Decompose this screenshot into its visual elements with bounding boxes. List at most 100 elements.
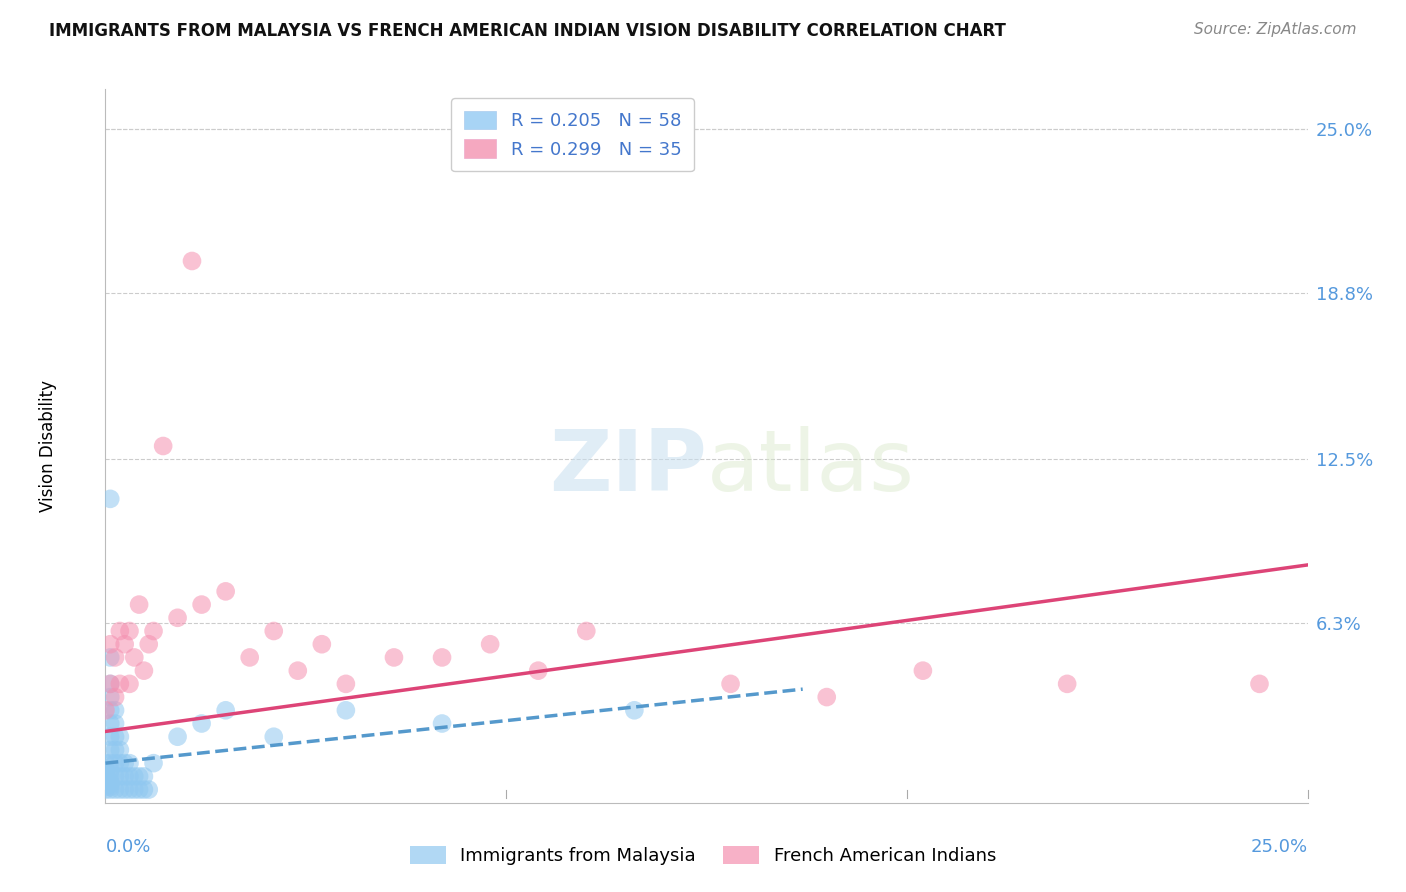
Point [166,611,188,625]
Point [94,777,117,791]
Point [190,598,212,612]
Text: IMMIGRANTS FROM MALAYSIA VS FRENCH AMERICAN INDIAN VISION DISABILITY CORRELATION: IMMIGRANTS FROM MALAYSIA VS FRENCH AMERI… [49,22,1007,40]
Point [128,598,150,612]
Point [98,780,121,794]
Point [94,774,117,789]
Point [108,756,131,771]
Point [124,782,146,797]
Point [104,703,127,717]
Point [214,703,236,717]
Point [142,624,165,638]
Point [815,690,838,704]
Point [190,716,212,731]
Point [108,782,131,797]
Point [166,730,188,744]
Point [94,772,117,786]
Point [1249,677,1271,691]
Text: 0.0%: 0.0% [105,838,150,856]
Point [108,730,131,744]
Point [335,677,357,691]
Point [118,782,141,797]
Point [114,782,136,797]
Point [430,650,453,665]
Point [98,743,121,757]
Point [98,703,121,717]
Point [132,769,155,783]
Point [104,730,127,744]
Point [239,650,262,665]
Point [98,777,121,791]
Point [118,624,141,638]
Point [114,637,136,651]
Point [98,774,121,789]
Point [430,716,453,731]
Point [104,650,127,665]
Point [263,730,285,744]
Point [1056,677,1078,691]
Point [132,664,155,678]
Point [108,743,131,757]
Point [311,637,333,651]
Point [138,782,160,797]
Point [118,756,141,771]
Point [263,624,285,638]
Point [114,769,136,783]
Point [98,491,121,506]
Point [98,637,121,651]
Point [575,624,598,638]
Point [94,766,117,780]
Point [479,637,502,651]
Text: Source: ZipAtlas.com: Source: ZipAtlas.com [1194,22,1357,37]
Text: ZIP: ZIP [548,425,707,509]
Point [98,782,121,797]
Point [124,650,146,665]
Point [94,769,117,783]
Point [104,743,127,757]
Point [98,730,121,744]
Text: Vision Disability: Vision Disability [39,380,56,512]
Point [104,756,127,771]
Point [98,716,121,731]
Point [128,782,150,797]
Point [114,756,136,771]
Point [214,584,236,599]
Point [94,764,117,778]
Point [98,677,121,691]
Point [720,677,742,691]
Point [98,769,121,783]
Point [118,769,141,783]
Legend: R = 0.205   N = 58, R = 0.299   N = 35: R = 0.205 N = 58, R = 0.299 N = 35 [451,98,695,171]
Point [911,664,934,678]
Point [124,769,146,783]
Point [104,716,127,731]
Legend: Immigrants from Malaysia, French American Indians: Immigrants from Malaysia, French America… [401,837,1005,874]
Point [104,690,127,704]
Point [152,439,174,453]
Point [335,703,357,717]
Point [94,782,117,797]
Point [104,782,127,797]
Point [108,677,131,691]
Point [132,782,155,797]
Point [128,769,150,783]
Point [94,761,117,775]
Point [108,624,131,638]
Point [181,254,204,268]
Point [94,756,117,771]
Point [98,756,121,771]
Point [108,769,131,783]
Point [138,637,160,651]
Point [98,764,121,778]
Point [382,650,405,665]
Point [287,664,309,678]
Point [98,650,121,665]
Point [98,677,121,691]
Point [118,677,141,691]
Text: atlas: atlas [707,425,914,509]
Point [623,703,645,717]
Point [142,756,165,771]
Point [104,769,127,783]
Point [94,703,117,717]
Point [94,780,117,794]
Point [527,664,550,678]
